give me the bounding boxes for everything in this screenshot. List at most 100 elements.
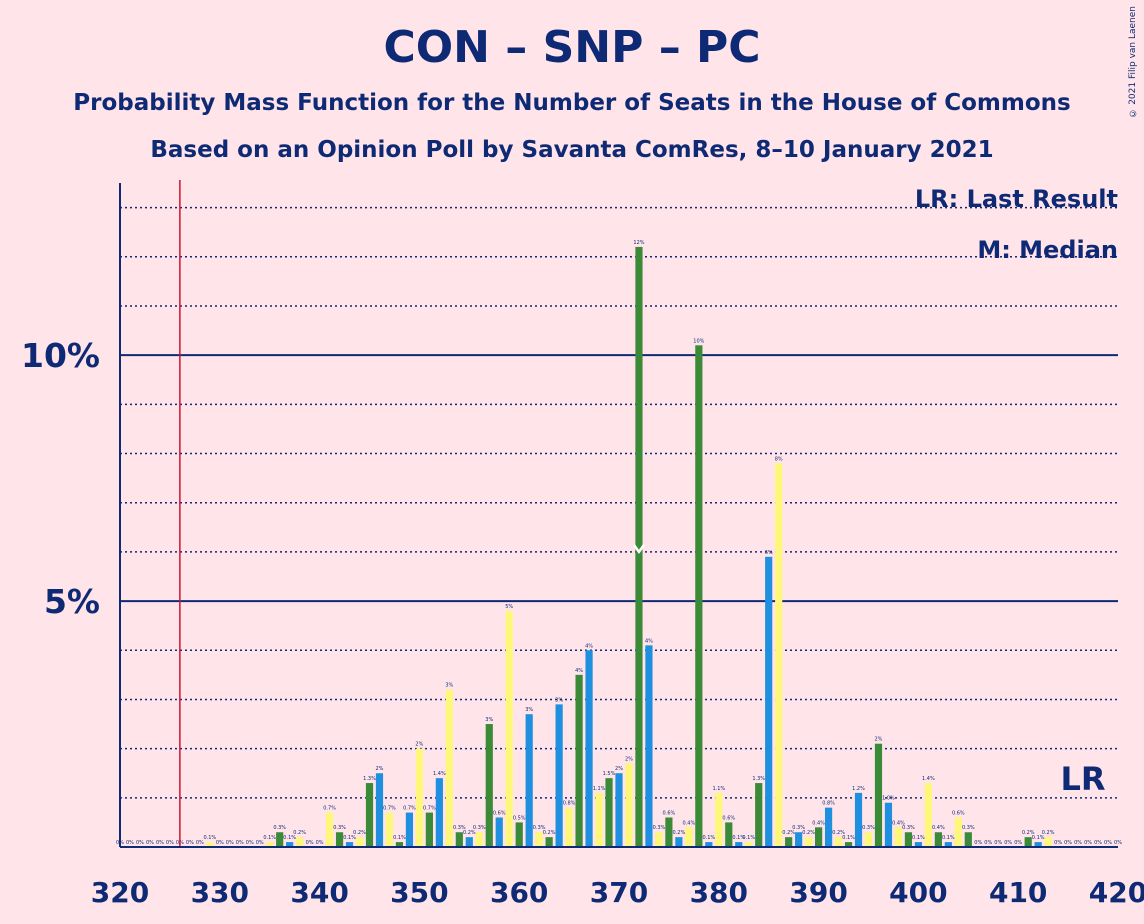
x-tick-label: 320 [91, 876, 149, 909]
bar-seat-380 [715, 792, 723, 847]
bar-seat-391 [824, 807, 833, 847]
data-label-411: 0.2% [1022, 830, 1035, 836]
x-tick-label: 420 [1089, 876, 1144, 909]
bar-seat-371 [625, 763, 633, 847]
bar-seat-336 [276, 832, 284, 847]
data-label-390: 0.4% [812, 820, 825, 826]
data-label-381: 0.6% [722, 815, 735, 821]
data-label-397: 1.0% [882, 796, 895, 802]
bar-seat-361 [525, 714, 533, 847]
bar-seat-388 [795, 832, 803, 847]
bar-seat-353 [445, 689, 453, 847]
data-label-345: 1.3% [363, 776, 376, 782]
data-label-367: 4% [585, 643, 593, 649]
x-tick-label: 340 [290, 876, 348, 909]
x-tick-label: 390 [789, 876, 847, 909]
data-label-407: 0% [984, 840, 992, 846]
data-label-360: 0.5% [513, 815, 526, 821]
bar-seat-350 [415, 748, 423, 847]
x-tick-label: 330 [191, 876, 249, 909]
bar-seat-400 [914, 842, 922, 847]
bar-seat-385 [765, 556, 773, 847]
bar-seat-412 [1034, 842, 1042, 847]
bar-seat-366 [575, 674, 583, 847]
bar-seat-397 [884, 802, 893, 847]
data-label-378: 10% [693, 338, 704, 344]
data-label-383: 0.1% [742, 835, 755, 841]
data-label-325: 0% [166, 840, 174, 846]
bar-seat-364 [555, 704, 563, 847]
data-label-366: 4% [575, 668, 583, 674]
axes: 5% 10% 320 330 340 350 360 370 380 390 400 410 420 LR [21, 180, 1144, 909]
data-label-401: 1.4% [922, 776, 935, 782]
y-tick-label: 5% [44, 582, 100, 621]
bar-seat-338 [296, 837, 304, 847]
bar-seat-344 [355, 837, 364, 847]
bar-seat-396 [874, 743, 883, 847]
bar-seat-381 [725, 822, 733, 847]
data-label-352: 1.4% [433, 771, 446, 777]
data-label-349: 0.7% [403, 806, 416, 812]
data-label-363: 0.2% [543, 830, 556, 836]
bar-seat-413 [1044, 837, 1052, 847]
data-label-413: 0.2% [1042, 830, 1055, 836]
data-label-359: 5% [505, 604, 513, 610]
bar-seat-404 [954, 817, 962, 847]
data-label-386: 8% [775, 456, 783, 462]
bar-seat-343 [345, 842, 354, 847]
bar-seat-362 [535, 832, 543, 847]
data-label-334: 0% [256, 840, 264, 846]
data-label-341: 0.7% [323, 806, 336, 812]
bar-seat-352 [435, 778, 443, 847]
data-label-387: 0.2% [782, 830, 795, 836]
data-label-371: 2% [625, 756, 633, 762]
bar-seat-347 [385, 812, 394, 847]
data-label-338: 0.2% [293, 830, 306, 836]
lr-marker: LR [1060, 760, 1105, 798]
data-label-403: 0.1% [942, 835, 955, 841]
data-label-370: 2% [615, 766, 623, 772]
bar-seat-395 [864, 832, 873, 847]
data-label-356: 0.3% [473, 825, 486, 831]
bar-seat-370 [615, 773, 623, 847]
bar-seat-379 [705, 842, 713, 847]
bar-seat-377 [685, 827, 693, 847]
bar-seat-355 [465, 837, 473, 847]
data-label-344: 0.2% [353, 830, 366, 836]
data-label-353: 3% [445, 683, 453, 689]
data-label-365: 0.8% [563, 801, 576, 807]
data-label-340: 0% [316, 840, 324, 846]
bar-seat-393 [844, 842, 853, 847]
data-label-357: 3% [485, 717, 493, 723]
bar-seat-403 [944, 842, 952, 847]
data-label-410: 0% [1014, 840, 1022, 846]
bar-seat-394 [854, 792, 863, 847]
bar-seat-383 [745, 842, 753, 847]
data-label-385: 6% [765, 550, 773, 556]
bar-seat-348 [395, 842, 404, 847]
data-label-414: 0% [1054, 840, 1062, 846]
bar-seat-374 [655, 832, 663, 847]
bar-seat-378 [695, 345, 703, 847]
data-labels: 0%0%0%0%0%0%0%0%0%0.1%0%0%0%0%0%0.1%0.3%… [116, 240, 1122, 846]
bar-seat-402 [934, 832, 942, 847]
data-label-376: 0.2% [673, 830, 686, 836]
data-label-406: 0% [974, 840, 982, 846]
data-label-402: 0.4% [932, 825, 945, 831]
bar-seat-398 [894, 827, 903, 847]
data-label-336: 0.3% [273, 825, 286, 831]
bar-seat-363 [545, 837, 553, 847]
bar-seat-387 [785, 837, 793, 847]
x-tick-label: 410 [989, 876, 1047, 909]
data-label-324: 0% [156, 840, 164, 846]
data-label-379: 0.1% [702, 835, 715, 841]
data-label-346: 2% [376, 766, 384, 772]
data-label-395: 0.3% [862, 825, 875, 831]
data-label-393: 0.1% [842, 835, 855, 841]
bar-seat-354 [455, 832, 463, 847]
data-label-358: 0.6% [493, 810, 506, 816]
bar-seat-329 [206, 842, 214, 847]
data-label-328: 0% [196, 840, 204, 846]
data-label-342: 0.3% [333, 825, 346, 831]
